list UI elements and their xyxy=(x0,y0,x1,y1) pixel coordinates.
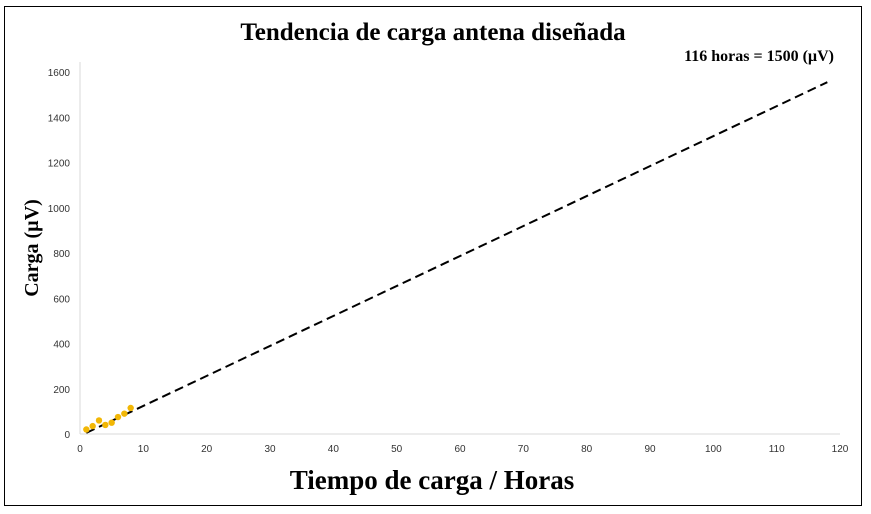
x-tick-label: 80 xyxy=(581,444,593,455)
x-tick-label: 120 xyxy=(832,444,849,455)
x-tick-label: 100 xyxy=(705,444,722,455)
x-tick-label: 60 xyxy=(454,444,466,455)
data-point xyxy=(83,426,90,433)
x-tick-label: 10 xyxy=(138,444,150,455)
y-tick-label: 1200 xyxy=(48,159,71,170)
x-tick-label: 70 xyxy=(518,444,530,455)
data-point xyxy=(108,419,115,426)
y-tick-label: 600 xyxy=(53,294,70,305)
y-axis-label: Carga (µV) xyxy=(21,199,43,297)
x-axis-label: Tiempo de carga / Horas xyxy=(290,465,574,495)
plot-area: 0 10 20 30 40 50 60 70 80 90 100 110 120020040060080… xyxy=(48,62,849,455)
y-tick-label: 1400 xyxy=(48,113,71,124)
chart-frame xyxy=(4,6,862,506)
data-point xyxy=(114,413,122,421)
data-point xyxy=(102,421,109,429)
chart-annotation: 116 horas = 1500 (µV) xyxy=(684,48,834,65)
y-tick-label: 400 xyxy=(53,340,70,351)
data-point xyxy=(89,422,96,430)
chart-title: Tendencia de carga antena diseñada xyxy=(240,19,626,46)
y-tick-label: 0 xyxy=(64,430,70,441)
x-tick-label: 40 xyxy=(328,444,340,455)
y-tick-label: 200 xyxy=(53,385,70,396)
data-point xyxy=(127,404,134,412)
x-tick-label: 50 xyxy=(391,444,403,455)
data-point xyxy=(95,417,103,424)
x-tick-label: 110 xyxy=(769,444,785,455)
x-tick-label: 0 xyxy=(77,444,83,455)
trendline xyxy=(85,81,828,434)
x-tick-label: 20 xyxy=(201,444,213,455)
y-tick-label: 1000 xyxy=(48,204,71,215)
data-point xyxy=(121,410,128,417)
x-tick-label: 90 xyxy=(644,444,656,455)
y-tick-label: 800 xyxy=(53,249,70,260)
y-tick-label: 1600 xyxy=(48,68,71,79)
x-tick-label: 30 xyxy=(264,444,276,455)
